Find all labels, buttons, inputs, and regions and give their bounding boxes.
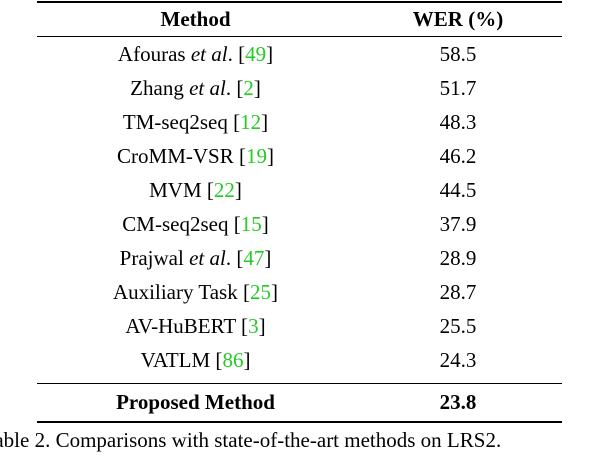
- method-name: TM-seq2seq [: [122, 110, 241, 134]
- table-caption-text: Table 2. Comparisons with state-of-the-a…: [0, 428, 502, 452]
- method-cell: Zhang et al. [2]: [37, 71, 354, 105]
- citation-link[interactable]: 25: [249, 280, 271, 304]
- wer-cell: 58.5: [439, 42, 477, 66]
- wer-cell: 24.3: [439, 348, 477, 372]
- method-etal: et al: [189, 246, 226, 270]
- table-row: CM-seq2seq [15] 37.9: [37, 207, 562, 241]
- method-name: CM-seq2seq [: [122, 212, 241, 236]
- method-name: Afouras: [117, 42, 186, 66]
- citation-link[interactable]: 15: [240, 212, 262, 236]
- method-close: ]: [243, 348, 251, 372]
- citation-link[interactable]: 47: [243, 246, 265, 270]
- citation-link[interactable]: 12: [240, 110, 262, 134]
- wer-cell: 44.5: [439, 178, 477, 202]
- method-close: ]: [266, 42, 274, 66]
- method-cell: VATLM [86]: [37, 343, 354, 377]
- wer-cell: 51.7: [439, 76, 477, 100]
- method-close: ]: [234, 178, 242, 202]
- method-name: CroMM-VSR [: [117, 144, 246, 168]
- method-close: ]: [258, 314, 266, 338]
- header-method: Method: [160, 7, 231, 31]
- table-row: AV-HuBERT [3] 25.5: [37, 309, 562, 343]
- method-cell: Afouras et al. [49]: [37, 37, 354, 71]
- method-close: ]: [253, 76, 261, 100]
- table-row: VATLM [86] 24.3: [37, 343, 562, 377]
- table-header-rule: [37, 36, 562, 37]
- wer-cell: 25.5: [439, 314, 477, 338]
- method-close: ]: [270, 280, 278, 304]
- wer-cell: 46.2: [439, 144, 477, 168]
- table-row: CroMM-VSR [19] 46.2: [37, 139, 562, 173]
- wer-cell: 28.9: [439, 246, 477, 270]
- wer-cell: 28.7: [439, 280, 477, 304]
- table-row-proposed: Proposed Method 23.8: [37, 385, 562, 419]
- method-suffix: . [: [225, 246, 244, 270]
- citation-link[interactable]: 2: [243, 76, 254, 100]
- method-cell: Auxiliary Task [25]: [37, 275, 354, 309]
- method-cell: AV-HuBERT [3]: [37, 309, 354, 343]
- proposed-method-name: Proposed Method: [116, 390, 275, 414]
- method-close: ]: [264, 246, 272, 270]
- table-top-rule: [37, 1, 562, 3]
- citation-link[interactable]: 86: [222, 348, 244, 372]
- method-name: Auxiliary Task [: [113, 280, 250, 304]
- method-name: VATLM [: [140, 348, 223, 372]
- method-close: ]: [261, 110, 269, 134]
- table-row: TM-seq2seq [12] 48.3: [37, 105, 562, 139]
- table-row: Afouras et al. [49] 58.5: [37, 37, 562, 71]
- citation-link[interactable]: 19: [245, 144, 267, 168]
- table-caption: Table 2. Comparisons with state-of-the-a…: [0, 424, 598, 456]
- citation-link[interactable]: 49: [245, 42, 267, 66]
- table-proposed-rule: [37, 383, 562, 384]
- method-close: ]: [261, 212, 269, 236]
- method-cell: CM-seq2seq [15]: [37, 207, 354, 241]
- method-name: Prajwal: [119, 246, 184, 270]
- method-cell: Prajwal et al. [47]: [37, 241, 354, 275]
- proposed-wer: 23.8: [439, 390, 477, 414]
- citation-link[interactable]: 22: [213, 178, 235, 202]
- method-etal: et al: [189, 76, 226, 100]
- method-cell: CroMM-VSR [19]: [37, 139, 354, 173]
- table-row: MVM [22] 44.5: [37, 173, 562, 207]
- table-row: Auxiliary Task [25] 28.7: [37, 275, 562, 309]
- method-cell: TM-seq2seq [12]: [37, 105, 354, 139]
- method-suffix: . [: [225, 76, 244, 100]
- method-name: MVM [: [149, 178, 214, 202]
- method-name: AV-HuBERT [: [125, 314, 249, 338]
- wer-cell: 37.9: [439, 212, 477, 236]
- header-wer: WER (%): [412, 7, 504, 31]
- table-bottom-rule: [37, 421, 562, 423]
- wer-cell: 48.3: [439, 110, 477, 134]
- table-header-row: Method WER (%): [37, 2, 562, 36]
- method-etal: et al: [190, 42, 228, 66]
- method-cell: MVM [22]: [37, 173, 354, 207]
- table-row: Zhang et al. [2] 51.7: [37, 71, 562, 105]
- table-row: Prajwal et al. [47] 28.9: [37, 241, 562, 275]
- method-suffix: . [: [227, 42, 246, 66]
- citation-link[interactable]: 3: [248, 314, 259, 338]
- method-close: ]: [266, 144, 274, 168]
- method-name: Zhang: [130, 76, 184, 100]
